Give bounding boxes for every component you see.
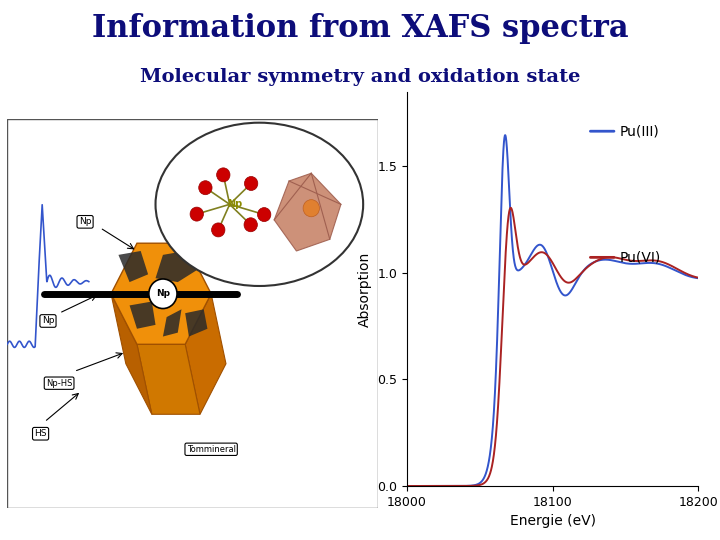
Polygon shape bbox=[274, 173, 341, 251]
Circle shape bbox=[199, 181, 212, 195]
Polygon shape bbox=[185, 294, 226, 414]
Polygon shape bbox=[185, 309, 207, 336]
Polygon shape bbox=[119, 251, 148, 282]
Text: Molecular symmetry and oxidation state: Molecular symmetry and oxidation state bbox=[140, 68, 580, 85]
Text: Pu(VI): Pu(VI) bbox=[620, 251, 661, 265]
Text: Np: Np bbox=[228, 199, 243, 210]
Circle shape bbox=[244, 218, 257, 232]
Text: Tommineral: Tommineral bbox=[186, 445, 235, 454]
Polygon shape bbox=[137, 345, 200, 414]
Circle shape bbox=[149, 279, 177, 308]
Polygon shape bbox=[111, 243, 211, 345]
Bar bbox=[7, 119, 378, 508]
Polygon shape bbox=[111, 294, 152, 414]
Circle shape bbox=[245, 177, 258, 191]
Circle shape bbox=[258, 207, 271, 221]
X-axis label: Energie (eV): Energie (eV) bbox=[510, 514, 595, 528]
Circle shape bbox=[303, 200, 320, 217]
Text: HS: HS bbox=[35, 429, 47, 438]
Text: Pu(III): Pu(III) bbox=[620, 124, 660, 138]
Polygon shape bbox=[163, 309, 181, 336]
Circle shape bbox=[212, 223, 225, 237]
Text: Np-HS: Np-HS bbox=[46, 379, 72, 388]
Text: Information from XAFS spectra: Information from XAFS spectra bbox=[91, 14, 629, 44]
Polygon shape bbox=[130, 301, 156, 329]
Circle shape bbox=[190, 207, 204, 221]
Circle shape bbox=[217, 168, 230, 182]
Text: Np: Np bbox=[42, 316, 54, 326]
Ellipse shape bbox=[156, 123, 363, 286]
Text: Np: Np bbox=[156, 289, 170, 298]
Polygon shape bbox=[156, 251, 197, 282]
Text: Np: Np bbox=[78, 217, 91, 226]
Y-axis label: Absorption: Absorption bbox=[358, 251, 372, 327]
